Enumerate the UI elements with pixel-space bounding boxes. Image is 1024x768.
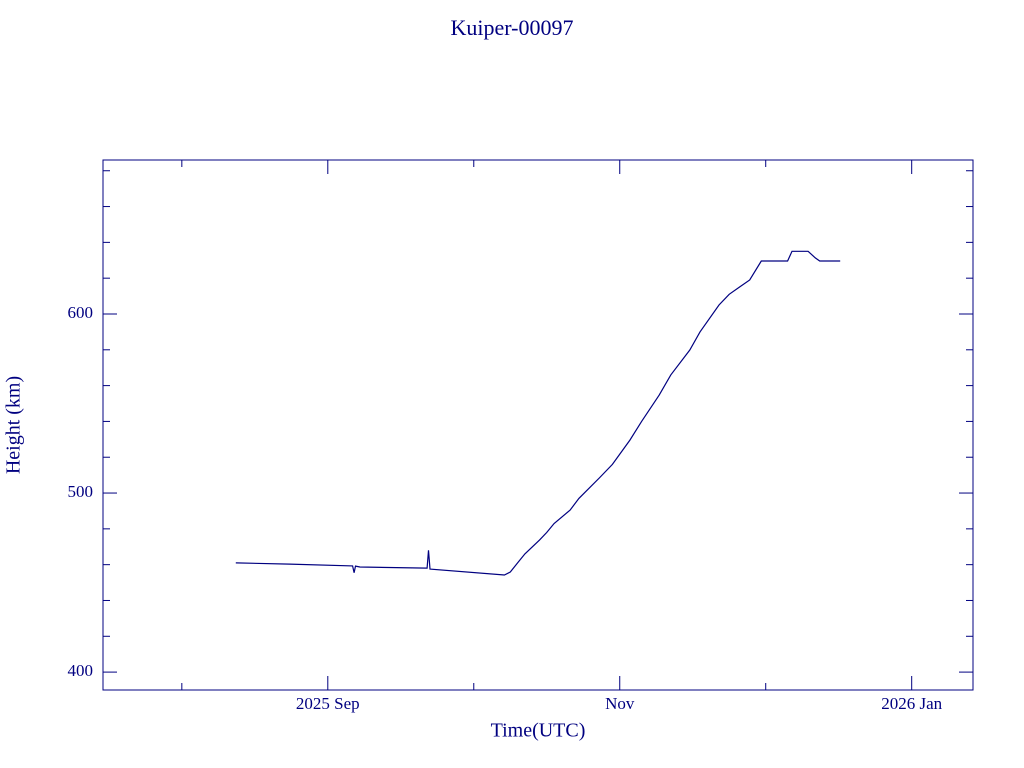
chart-title: Kuiper-00097 <box>451 15 574 40</box>
plot-frame <box>102 159 974 691</box>
y-tick-label: 600 <box>68 303 94 322</box>
y-tick-label: 500 <box>68 482 94 501</box>
x-tick-label: 2025 Sep <box>296 694 360 713</box>
x-axis-label: Time(UTC) <box>491 720 586 742</box>
data-line <box>235 250 841 576</box>
y-axis-label: Height (km) <box>3 376 25 474</box>
x-tick-label: Nov <box>605 694 635 713</box>
x-tick-label: 2026 Jan <box>881 694 942 713</box>
y-tick-label: 400 <box>68 661 94 680</box>
